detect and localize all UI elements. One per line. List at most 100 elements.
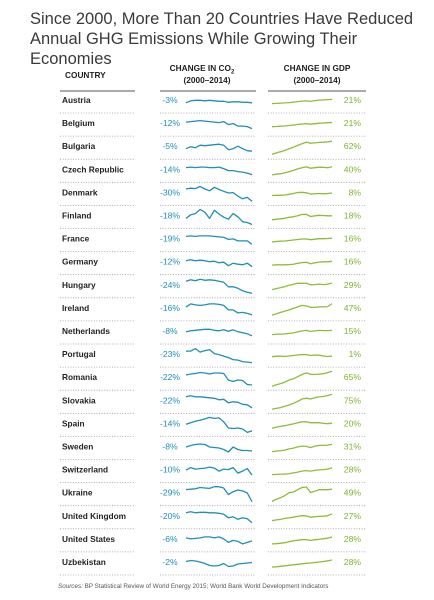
co2-sparkline [186, 347, 253, 364]
co2-change-value: -12% [160, 257, 180, 267]
co2-change-value: -3% [162, 95, 178, 105]
table-row: Portugal -23% 1% [60, 347, 366, 368]
co2-change-value: -29% [160, 488, 180, 498]
gdp-change-value: 65% [344, 372, 362, 382]
gdp-change-value: 8% [349, 187, 362, 197]
sources-note: Sources: BP Statistical Review of World … [58, 583, 328, 590]
header-country: COUNTRY [65, 70, 106, 80]
gdp-sparkline [271, 370, 333, 387]
gdp-change-value: 27% [344, 511, 362, 521]
gdp-change-value: 49% [344, 488, 362, 498]
co2-change-value: -8% [162, 326, 178, 336]
co2-change-value: -30% [160, 187, 180, 197]
gdp-change-value: 21% [344, 118, 362, 128]
co2-change-value: -20% [160, 511, 180, 521]
gdp-change-value: 28% [344, 534, 362, 544]
country-name: Ukraine [62, 488, 93, 498]
co2-change-value: -6% [162, 534, 178, 544]
co2-sparkline [185, 443, 253, 453]
co2-sparkline [185, 119, 253, 130]
table-row: Bulgaria -5% 62% [60, 140, 366, 160]
gdp-change-value: 20% [344, 418, 362, 428]
gdp-sparkline [271, 393, 333, 410]
table-row: Germany -12% 16% [60, 257, 366, 276]
gdp-change-value: 62% [344, 141, 362, 151]
gdp-sparkline [271, 353, 333, 358]
co2-sparkline [185, 371, 253, 386]
gdp-change-value: 40% [344, 164, 362, 174]
table-row: Sweden -8% 31% [60, 442, 366, 460]
co2-change-value: -18% [160, 211, 180, 221]
co2-sparkline [185, 235, 253, 245]
gdp-change-value: 16% [344, 234, 362, 244]
table-row: Ukraine -29% 49% [60, 486, 366, 507]
co2-sparkline [185, 536, 253, 545]
country-name: Uzbekistan [62, 557, 106, 567]
table-row: Ireland -16% 47% [60, 303, 366, 322]
header-co2-subscript: 2 [231, 70, 235, 76]
gdp-sparkline [271, 282, 333, 291]
gdp-sparkline [271, 421, 333, 429]
co2-sparkline [185, 143, 253, 152]
country-name: Denmark [62, 187, 98, 197]
co2-change-value: -14% [160, 418, 180, 428]
gdp-change-value: 75% [344, 395, 362, 405]
header-gdp-years: (2000–2014) [293, 75, 340, 85]
co2-change-value: -14% [160, 164, 180, 174]
gdp-sparkline [271, 98, 333, 105]
gdp-sparkline [271, 329, 333, 336]
country-name: Hungary [62, 280, 96, 290]
table-row: Finland -18% 18% [60, 208, 366, 229]
gdp-change-value: 16% [344, 257, 362, 267]
country-name: United States [62, 534, 115, 544]
table-row: Uzbekistan -2% 28% [60, 557, 366, 576]
gdp-sparkline [271, 443, 333, 453]
gdp-sparkline [271, 303, 333, 316]
gdp-sparkline [271, 140, 333, 155]
co2-sparkline [185, 466, 253, 476]
co2-sparkline [185, 511, 253, 524]
country-name: Czech Republic [62, 164, 124, 174]
gdp-change-value: 21% [344, 95, 362, 105]
sources-label: Sources: [58, 583, 83, 590]
chart-title-line1: Since 2000, More Than 20 Countries Have … [30, 10, 414, 28]
country-name: Portugal [62, 349, 96, 359]
country-name: United Kingdom [62, 511, 126, 521]
gdp-sparkline [271, 260, 333, 266]
co2-sparkline [185, 259, 253, 268]
co2-change-value: -8% [162, 442, 178, 452]
country-name: Austria [62, 95, 91, 105]
gdp-change-value: 29% [344, 280, 362, 290]
table-row: Denmark -30% 8% [60, 185, 366, 206]
chart-title: Since 2000, More Than 20 Countries Have … [30, 9, 425, 69]
co2-sparkline [185, 185, 253, 202]
table-row: Austria -3% 21% [60, 95, 366, 114]
co2-change-value: -2% [162, 557, 178, 567]
gdp-sparkline [271, 166, 333, 176]
gdp-change-value: 28% [344, 465, 362, 475]
country-name: Spain [62, 418, 85, 428]
co2-sparkline [185, 416, 253, 434]
gdp-change-value: 28% [344, 557, 362, 567]
co2-sparkline [185, 208, 253, 226]
co2-sparkline [185, 559, 253, 568]
co2-change-value: -16% [160, 303, 180, 313]
co2-change-value: -19% [160, 234, 180, 244]
table-row: United States -6% 28% [60, 534, 366, 553]
gdp-sparkline [271, 191, 333, 197]
co2-sparkline [185, 166, 253, 176]
co2-change-value: -24% [160, 280, 180, 290]
co2-sparkline [185, 99, 253, 104]
table-row: Hungary -24% 29% [60, 278, 366, 299]
gdp-change-value: 31% [344, 442, 362, 452]
country-name: Bulgaria [62, 141, 96, 151]
country-name: Finland [62, 211, 92, 221]
country-name: Germany [62, 257, 98, 267]
table-row: Belgium -12% 21% [60, 118, 366, 137]
country-name: Belgium [62, 118, 95, 128]
co2-change-value: -22% [160, 372, 180, 382]
header-co2-text: CHANGE IN CO [170, 63, 232, 73]
gdp-sparkline [271, 121, 333, 128]
table-rows: Austria -3% 21% Belgium -12% 21% Bulgaria -5% 62… [60, 95, 366, 576]
